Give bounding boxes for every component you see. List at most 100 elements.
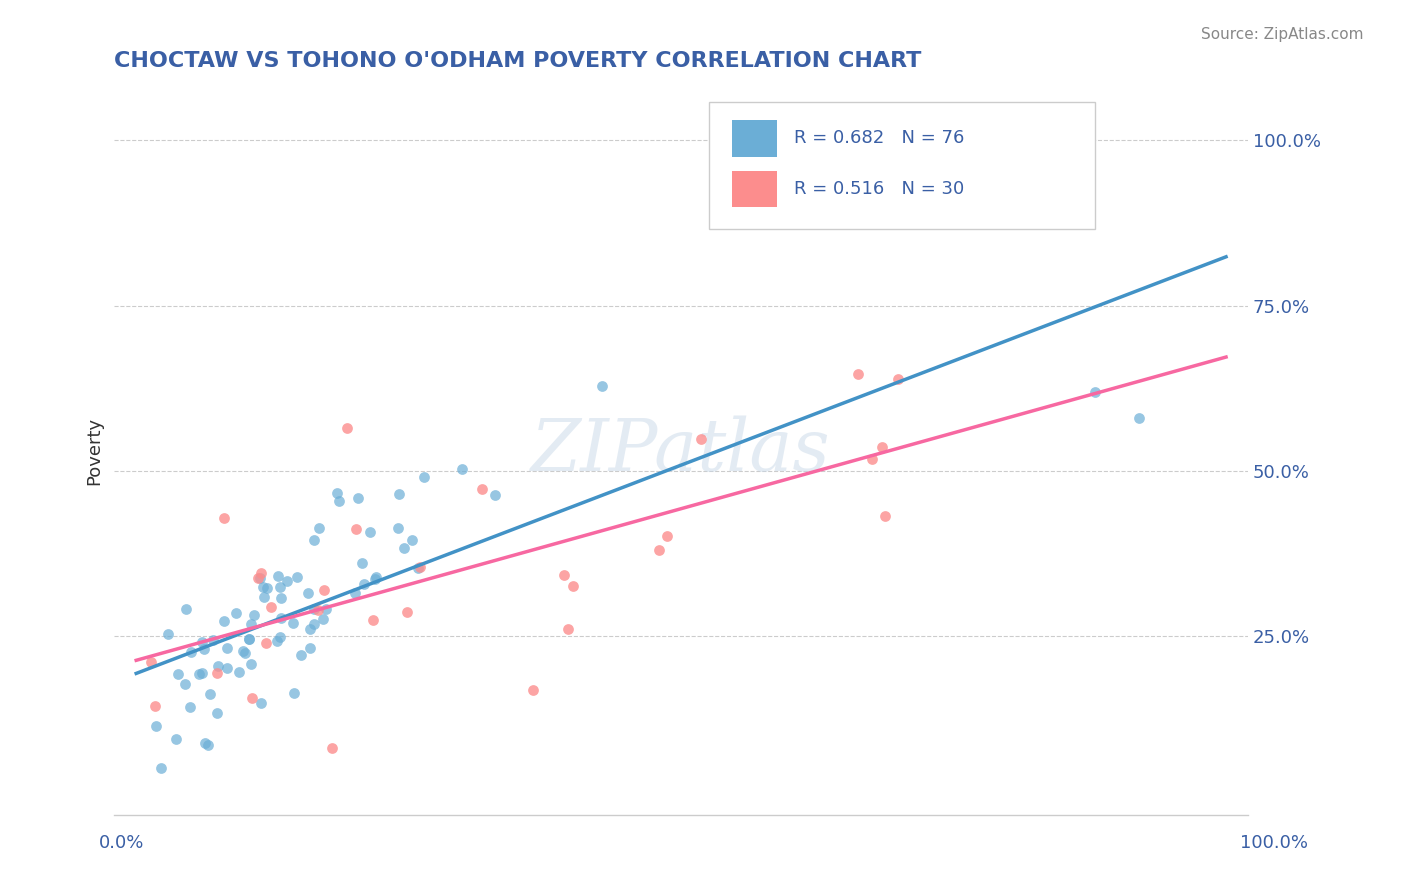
Point xyxy=(247,571,270,585)
Point xyxy=(174,601,197,615)
Point xyxy=(1128,411,1150,425)
Point xyxy=(657,529,679,543)
Point xyxy=(228,665,250,679)
Point xyxy=(205,706,228,720)
Point xyxy=(256,582,278,596)
Point xyxy=(648,543,671,558)
Point xyxy=(450,462,472,476)
Point xyxy=(287,570,309,584)
Point xyxy=(235,646,257,660)
Point xyxy=(188,666,211,681)
Point xyxy=(270,591,292,605)
Point xyxy=(557,622,579,636)
Point xyxy=(689,432,711,446)
Point xyxy=(522,682,544,697)
Point xyxy=(276,574,298,588)
Point xyxy=(205,666,228,681)
Y-axis label: Poverty: Poverty xyxy=(86,417,103,485)
Point xyxy=(346,522,368,536)
Point xyxy=(314,582,336,597)
Point xyxy=(180,645,202,659)
Point xyxy=(250,566,273,580)
Point xyxy=(214,511,236,525)
Point xyxy=(887,372,910,386)
Point xyxy=(167,666,190,681)
Point xyxy=(308,521,330,535)
Point xyxy=(363,572,385,586)
Text: Source: ZipAtlas.com: Source: ZipAtlas.com xyxy=(1201,27,1364,42)
Point xyxy=(191,635,214,649)
Point xyxy=(191,666,214,681)
Point xyxy=(321,741,343,756)
Point xyxy=(347,491,370,505)
Point xyxy=(302,616,325,631)
Text: 100.0%: 100.0% xyxy=(1240,834,1308,852)
Point xyxy=(353,576,375,591)
Point xyxy=(1084,384,1107,399)
Point xyxy=(484,488,506,502)
Point xyxy=(252,590,274,604)
Point xyxy=(359,524,381,539)
Point xyxy=(194,736,217,750)
Point xyxy=(145,698,167,713)
Point xyxy=(269,580,291,594)
Point xyxy=(240,617,263,632)
Point xyxy=(312,612,335,626)
Point xyxy=(252,580,274,594)
Point xyxy=(283,616,305,631)
Point xyxy=(270,611,292,625)
Text: R = 0.682   N = 76: R = 0.682 N = 76 xyxy=(794,129,965,147)
Point xyxy=(315,602,337,616)
Point xyxy=(156,627,179,641)
Text: CHOCTAW VS TOHONO O'ODHAM POVERTY CORRELATION CHART: CHOCTAW VS TOHONO O'ODHAM POVERTY CORREL… xyxy=(114,51,922,70)
Point xyxy=(328,494,350,508)
Point xyxy=(870,440,893,454)
Point xyxy=(409,559,432,574)
Text: R = 0.516   N = 30: R = 0.516 N = 30 xyxy=(794,180,965,198)
Point xyxy=(326,486,349,500)
Point xyxy=(412,469,434,483)
Point xyxy=(846,367,869,381)
Point xyxy=(240,690,263,705)
Point xyxy=(197,738,219,752)
Point xyxy=(561,579,583,593)
FancyBboxPatch shape xyxy=(710,102,1095,229)
Text: 0.0%: 0.0% xyxy=(98,834,143,852)
Point xyxy=(299,622,322,636)
Point xyxy=(207,658,229,673)
Point xyxy=(875,508,897,523)
Point xyxy=(361,613,384,627)
Point xyxy=(471,483,494,497)
Point xyxy=(260,600,283,615)
FancyBboxPatch shape xyxy=(733,120,778,157)
Point xyxy=(215,641,238,656)
Point xyxy=(249,571,271,585)
Point xyxy=(212,614,235,628)
Point xyxy=(232,643,254,657)
Point xyxy=(307,603,329,617)
Point xyxy=(240,657,263,672)
Point xyxy=(145,719,167,733)
Text: ZIPatlas: ZIPatlas xyxy=(531,416,831,486)
Point xyxy=(225,606,247,620)
Point xyxy=(302,601,325,615)
Point xyxy=(249,696,271,710)
Point xyxy=(267,569,290,583)
Point xyxy=(396,605,419,619)
Point xyxy=(238,632,260,646)
Point xyxy=(242,607,264,622)
Point xyxy=(298,641,321,656)
Point xyxy=(388,487,411,501)
Point xyxy=(401,533,423,547)
Point xyxy=(193,642,215,657)
Point xyxy=(392,541,415,556)
Point xyxy=(254,636,277,650)
Point xyxy=(269,630,291,644)
Point xyxy=(149,761,172,775)
Point xyxy=(266,634,288,648)
Point xyxy=(217,660,239,674)
Point xyxy=(165,732,187,747)
Point xyxy=(860,451,883,466)
Point xyxy=(201,632,224,647)
Point xyxy=(297,586,319,600)
